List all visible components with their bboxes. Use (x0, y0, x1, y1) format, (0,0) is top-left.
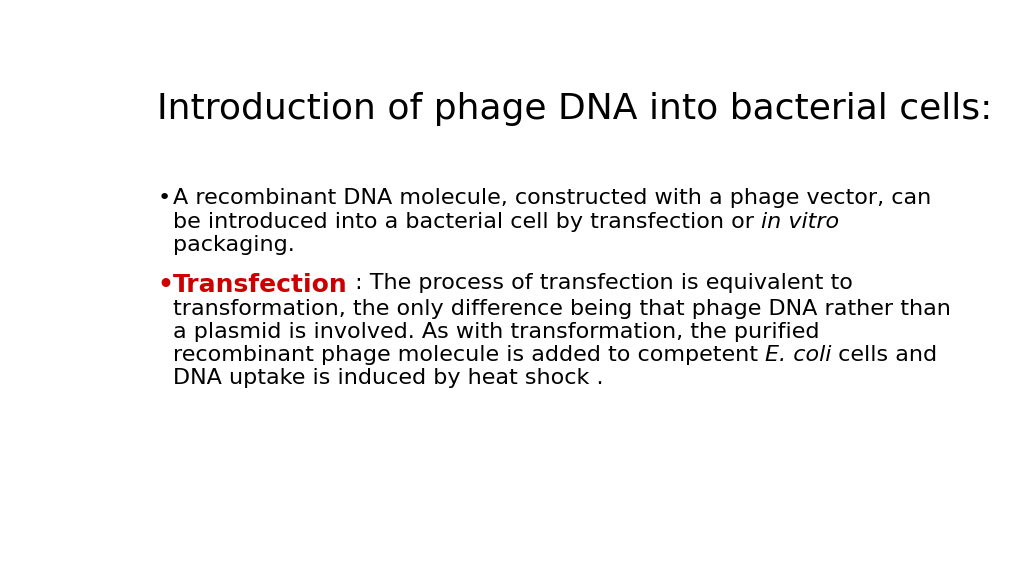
Text: be introduced into a bacterial cell by transfection or: be introduced into a bacterial cell by t… (173, 211, 761, 232)
Text: cells and: cells and (831, 345, 938, 365)
Text: A recombinant DNA molecule, constructed with a phage vector, can: A recombinant DNA molecule, constructed … (173, 188, 931, 209)
Text: transformation, the only difference being that phage DNA rather than: transformation, the only difference bein… (173, 298, 951, 319)
Text: •: • (158, 188, 171, 209)
Text: recombinant phage molecule is added to competent: recombinant phage molecule is added to c… (173, 345, 765, 365)
Text: Introduction of phage DNA into bacterial cells:: Introduction of phage DNA into bacterial… (158, 92, 993, 126)
Text: in vitro: in vitro (761, 211, 840, 232)
Text: Transfection: Transfection (173, 273, 348, 297)
Text: E. coli: E. coli (765, 345, 831, 365)
Text: packaging.: packaging. (173, 234, 295, 255)
Text: a plasmid is involved. As with transformation, the purified: a plasmid is involved. As with transform… (173, 321, 819, 342)
Text: : The process of transfection is equivalent to: : The process of transfection is equival… (348, 273, 853, 293)
Text: •: • (158, 273, 173, 297)
Text: DNA uptake is induced by heat shock .: DNA uptake is induced by heat shock . (173, 368, 603, 388)
